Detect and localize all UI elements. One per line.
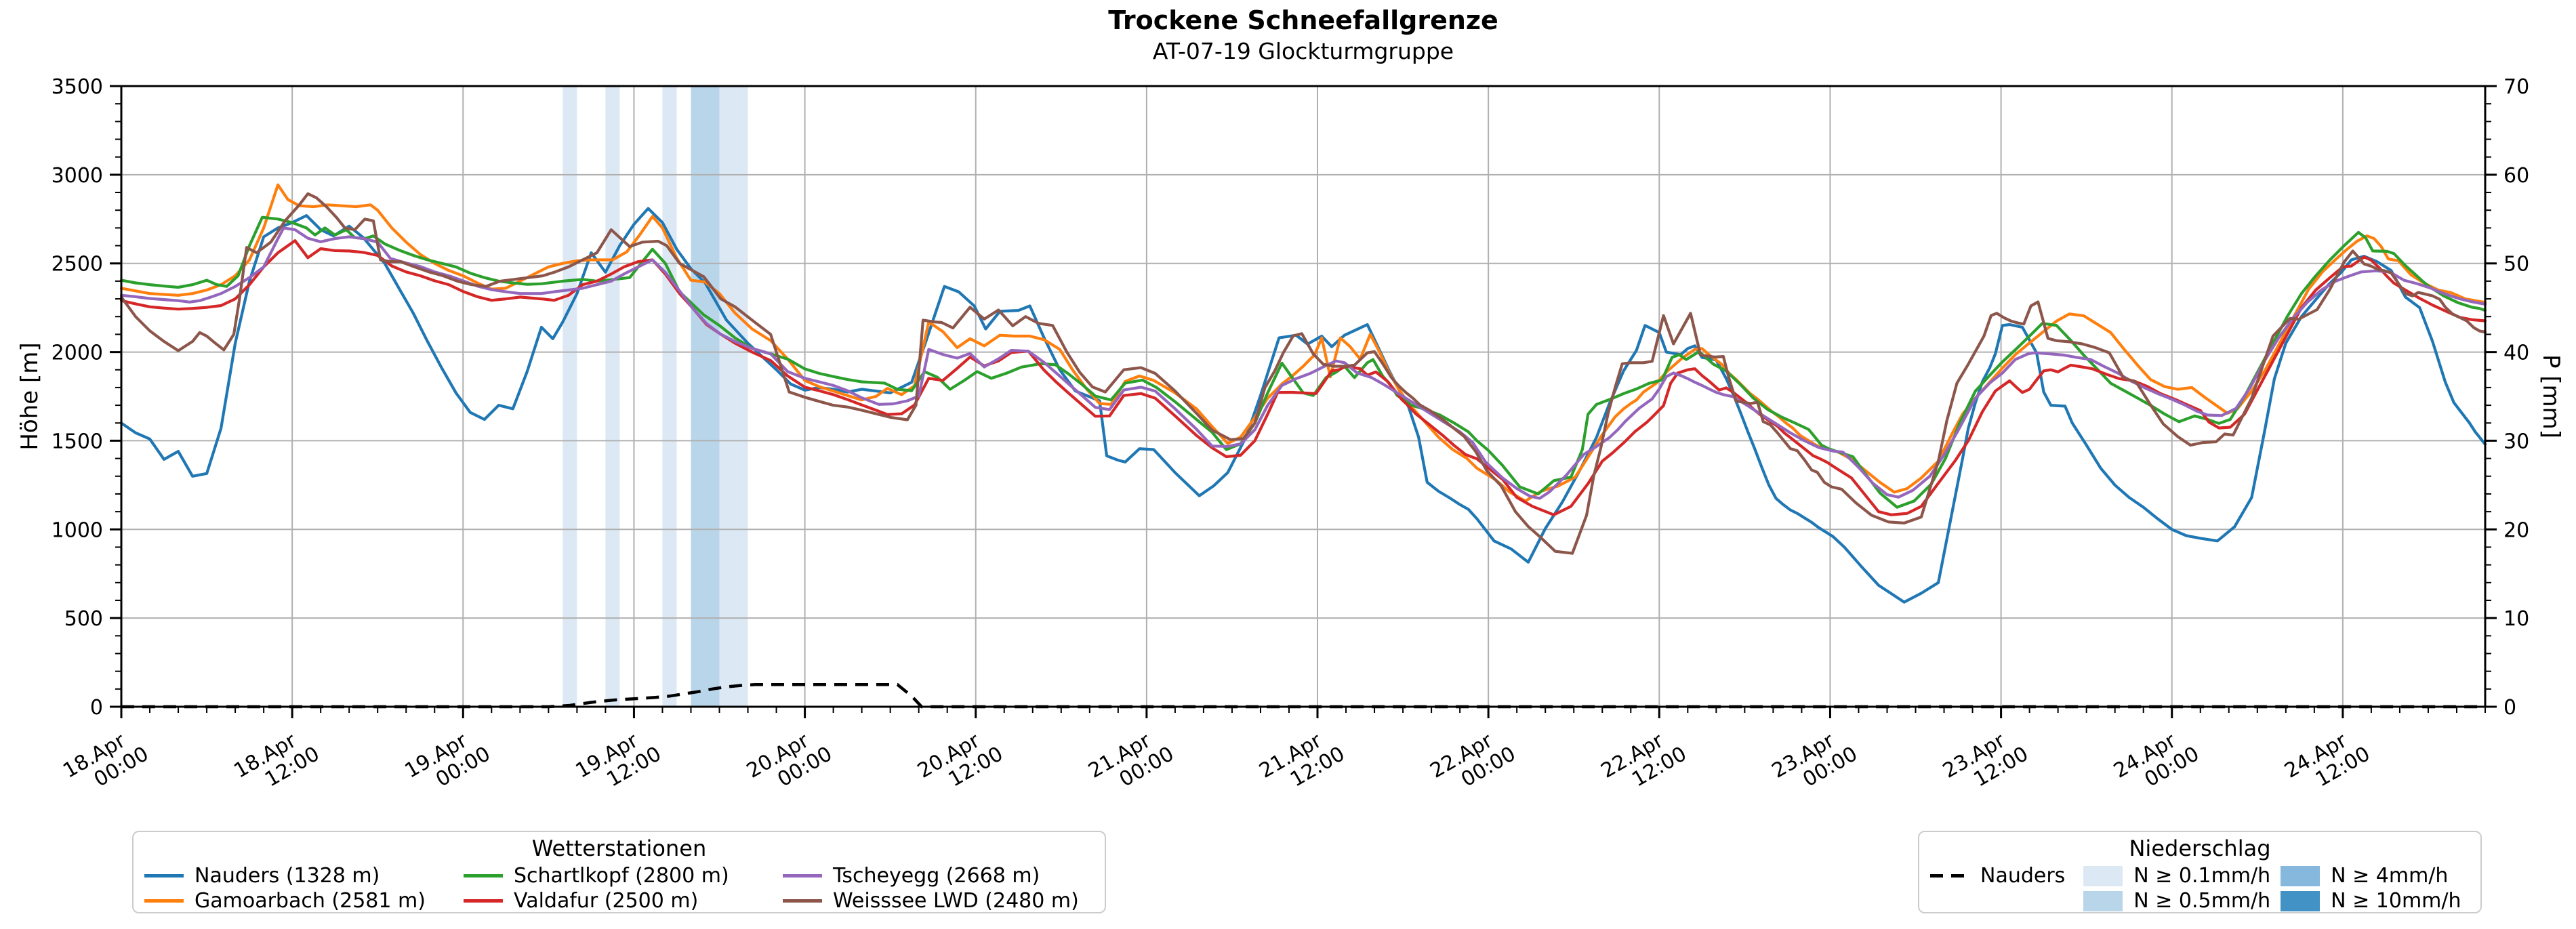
series-line-nauders xyxy=(119,207,2487,604)
y-axis-right-label: P [mm] xyxy=(2537,354,2564,439)
series-line-valdafur xyxy=(119,239,2487,516)
x-tick-label: 18.Apr00:00 xyxy=(59,722,152,804)
x-tick-label: 20.Apr12:00 xyxy=(914,722,1007,804)
line-swatch-icon xyxy=(144,874,184,878)
precip-band xyxy=(563,86,577,707)
legend-stations-items: Nauders (1328 m) Gamoarbach (2581 m) Schar… xyxy=(140,863,1098,913)
patch-swatch-icon xyxy=(2281,890,2321,911)
y-right-tick-label: 40 xyxy=(2503,342,2529,365)
y-right-tick-label: 50 xyxy=(2503,253,2529,276)
patch-swatch-icon xyxy=(2281,865,2321,886)
y-right-tick-label: 70 xyxy=(2503,75,2529,99)
series-line-schartlkopf xyxy=(119,215,2487,509)
patch-swatch-icon xyxy=(2083,890,2123,911)
legend-item-precip-band: N ≥ 0.1mm/h xyxy=(2079,863,2276,888)
legend-precip-items: Nauders N ≥ 0.1mm/h N ≥ 0.5mm/h N ≥ 4mm/h N … xyxy=(1926,863,2474,913)
legend-stations-col: Nauders (1328 m) Gamoarbach (2581 m) xyxy=(140,863,459,913)
legend-item-precip-nauders-label: Nauders xyxy=(1980,864,2066,888)
legend-stations: Wetterstationen Nauders (1328 m) Gamoarba… xyxy=(132,831,1106,913)
legend-item-station-label: Gamoarbach (2581 m) xyxy=(195,889,426,913)
legend-item-precip-band: N ≥ 10mm/h xyxy=(2276,888,2474,913)
x-tick-label: 18.Apr12:00 xyxy=(230,722,323,804)
line-swatch-icon xyxy=(144,899,184,903)
y-left-tick-label: 0 xyxy=(90,696,103,720)
y-left-tick-label: 3500 xyxy=(52,75,103,99)
series-line-weisssee xyxy=(119,192,2487,555)
x-tick-label: 24.Apr12:00 xyxy=(2281,722,2374,804)
legend-precip: Niederschlag Nauders N ≥ 0.1mm/h N ≥ 0.5mm… xyxy=(1918,831,2482,913)
legend-item-precip-band-label: N ≥ 10mm/h xyxy=(2331,889,2461,913)
x-tick-label: 21.Apr00:00 xyxy=(1084,722,1178,804)
x-tick-label: 22.Apr00:00 xyxy=(1426,722,1519,804)
legend-precip-col: N ≥ 4mm/h N ≥ 10mm/h xyxy=(2276,863,2474,913)
x-tick-label: 23.Apr00:00 xyxy=(1768,722,1862,804)
precip-band xyxy=(719,86,748,707)
legend-item-station: Gamoarbach (2581 m) xyxy=(140,888,459,913)
legend-item-station-label: Tscheyegg (2668 m) xyxy=(833,864,1040,888)
line-swatch-icon xyxy=(464,874,503,878)
x-tick-label: 23.Apr12:00 xyxy=(1939,722,2032,804)
legend-stations-title: Wetterstationen xyxy=(531,835,707,861)
y-left-tick-label: 500 xyxy=(64,607,103,631)
series-line-gamoarbach xyxy=(119,183,2487,503)
legend-item-precip-band: N ≥ 4mm/h xyxy=(2276,863,2474,888)
legend-item-station: Tscheyegg (2668 m) xyxy=(779,863,1098,888)
legend-precip-col: N ≥ 0.1mm/h N ≥ 0.5mm/h xyxy=(2079,863,2276,913)
y-left-tick-label: 3000 xyxy=(52,164,103,188)
legend-precip-title: Niederschlag xyxy=(2129,835,2271,861)
y-right-tick-label: 0 xyxy=(2503,696,2516,720)
legend-item-station-label: Valdafur (2500 m) xyxy=(514,889,699,913)
patch-swatch-icon xyxy=(2083,865,2123,886)
series-line-tscheyegg xyxy=(119,226,2487,500)
precip-band xyxy=(691,86,720,707)
legend-item-precip-band-label: N ≥ 0.5mm/h xyxy=(2133,889,2271,913)
legend-item-station-label: Weisssee LWD (2480 m) xyxy=(833,889,1079,913)
legend-item-precip-band: N ≥ 0.5mm/h xyxy=(2079,888,2276,913)
plot-frame xyxy=(120,85,2487,708)
legend-precip-col: Nauders xyxy=(1926,863,2079,913)
y-left-tick-label: 2000 xyxy=(52,342,103,365)
legend-item-station-label: Schartlkopf (2800 m) xyxy=(514,864,729,888)
y-right-tick-label: 60 xyxy=(2503,164,2529,188)
legend-item-precip-nauders: Nauders xyxy=(1926,863,2079,888)
line-swatch-icon xyxy=(783,874,822,878)
y-right-tick-label: 20 xyxy=(2503,518,2529,542)
y-left-tick-label: 1500 xyxy=(52,430,103,453)
x-tick-label: 24.Apr00:00 xyxy=(2110,722,2203,804)
precip-band xyxy=(605,86,620,707)
precip-cumulative-line xyxy=(121,683,2485,709)
y-axis-left-label: Höhe [m] xyxy=(16,342,43,451)
page-subtitle: AT-07-19 Glockturmgruppe xyxy=(1152,38,1454,64)
line-swatch-icon xyxy=(783,899,822,903)
y-left-tick-label: 1000 xyxy=(52,518,103,542)
legend-item-station: Weisssee LWD (2480 m) xyxy=(779,888,1098,913)
legend-stations-col: Schartlkopf (2800 m) Valdafur (2500 m) xyxy=(459,863,779,913)
dashed-line-swatch-icon xyxy=(1930,874,1969,878)
legend-item-station: Schartlkopf (2800 m) xyxy=(459,863,779,888)
x-tick-label: 22.Apr12:00 xyxy=(1597,722,1691,804)
legend-item-station: Nauders (1328 m) xyxy=(140,863,459,888)
y-left-tick-label: 2500 xyxy=(52,253,103,276)
line-swatch-icon xyxy=(464,899,503,903)
x-tick-label: 21.Apr12:00 xyxy=(1255,722,1349,804)
legend-item-station: Valdafur (2500 m) xyxy=(459,888,779,913)
legend-item-station-label: Nauders (1328 m) xyxy=(195,864,380,888)
y-right-tick-label: 30 xyxy=(2503,430,2529,453)
legend-item-precip-band-label: N ≥ 4mm/h xyxy=(2331,864,2449,888)
page-title: Trockene Schneefallgrenze xyxy=(1108,5,1498,35)
legend-stations-col: Tscheyegg (2668 m) Weisssee LWD (2480 m) xyxy=(779,863,1098,913)
x-tick-label: 20.Apr00:00 xyxy=(743,722,836,804)
x-tick-label: 19.Apr00:00 xyxy=(401,722,495,804)
precip-band xyxy=(662,86,677,707)
y-right-tick-label: 10 xyxy=(2503,607,2529,631)
legend-item-precip-band-label: N ≥ 0.1mm/h xyxy=(2133,864,2271,888)
x-tick-label: 19.Apr12:00 xyxy=(572,722,666,804)
